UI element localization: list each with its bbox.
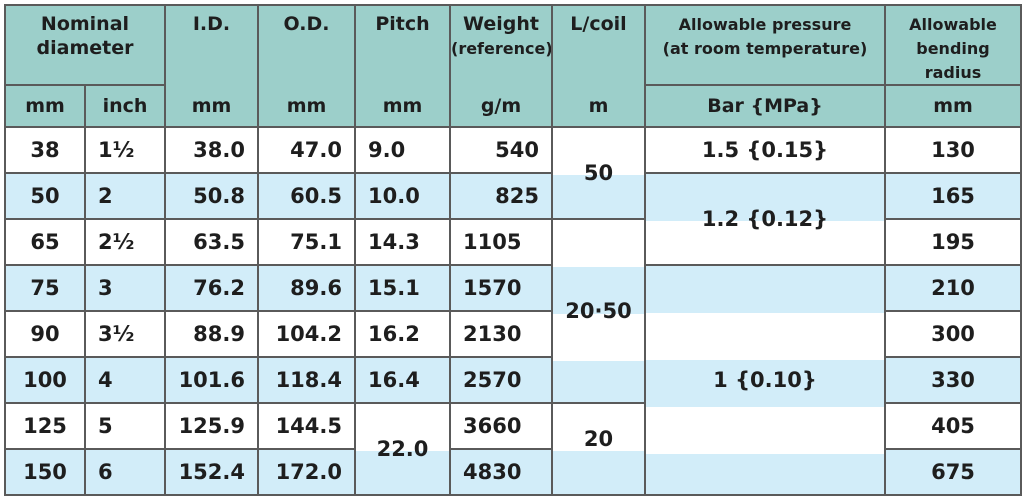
header-nominal-line2: diameter: [36, 37, 134, 59]
cell-bending-radius: 405: [884, 402, 1022, 450]
cell-bending-radius: 210: [884, 264, 1022, 312]
cell-id: 152.4: [164, 448, 259, 496]
cell-weight: 1570: [449, 264, 553, 312]
unit-bending-radius: mm: [884, 84, 1022, 128]
cell-id: 125.9: [164, 402, 259, 450]
header-pressure-note: (at room temperature): [662, 39, 868, 58]
header-weight-note: (reference): [451, 39, 552, 58]
cell-bending-radius: 675: [884, 448, 1022, 496]
unit-l-coil: m: [588, 95, 609, 117]
cell-bending-radius: 130: [884, 126, 1022, 174]
cell-nominal-inch: 6: [84, 448, 166, 496]
cell-nominal-inch: 4: [84, 356, 166, 404]
header-radius-line2: bending radius: [916, 39, 990, 82]
cell-nominal-inch: 3: [84, 264, 166, 312]
cell-nominal-mm: 38: [4, 126, 86, 174]
unit-od: mm: [286, 95, 327, 117]
header-radius-line1: Allowable: [909, 15, 997, 34]
cell-nominal-mm: 65: [4, 218, 86, 266]
cell-nominal-inch: 5: [84, 402, 166, 450]
cell-weight: 825: [449, 172, 553, 220]
cell-l-coil-group-2: 20·50: [551, 218, 646, 404]
cell-nominal-mm: 150: [4, 448, 86, 496]
cell-od: 60.5: [257, 172, 356, 220]
header-weight-label: Weight: [463, 13, 539, 35]
cell-pressure-group-2: 1.2 {0.12}: [644, 172, 886, 266]
cell-pitch: 10.0: [354, 172, 451, 220]
cell-nominal-inch: 3½: [84, 310, 166, 358]
header-od: O.D. mm: [257, 4, 356, 128]
cell-weight: 3660: [449, 402, 553, 450]
unit-nominal-mm: mm: [4, 84, 86, 128]
cell-l-coil-group-3: 20: [551, 402, 646, 496]
header-nominal-line1: Nominal: [40, 13, 130, 35]
cell-id: 50.8: [164, 172, 259, 220]
header-pitch-label: Pitch: [375, 13, 430, 35]
cell-bending-radius: 330: [884, 356, 1022, 404]
cell-pitch: 16.2: [354, 310, 451, 358]
cell-od: 75.1: [257, 218, 356, 266]
cell-nominal-mm: 75: [4, 264, 86, 312]
table-row: 75 3 76.2 89.6 15.1 1570 1 {0.10} 210: [4, 264, 1022, 496]
cell-weight: 540: [449, 126, 553, 174]
cell-od: 47.0: [257, 126, 356, 174]
table-row: 38 1½ 38.0 47.0 9.0 540 50 1.5 {0.15} 13…: [4, 126, 1022, 220]
header-od-label: O.D.: [283, 13, 330, 35]
cell-nominal-mm: 50: [4, 172, 86, 220]
header-nominal-diameter: Nominal diameter: [4, 4, 166, 86]
unit-pitch: mm: [382, 95, 423, 117]
unit-pressure: Bar {MPa}: [644, 84, 886, 128]
cell-id: 88.9: [164, 310, 259, 358]
unit-nominal-inch: inch: [84, 84, 166, 128]
cell-id: 101.6: [164, 356, 259, 404]
cell-id: 76.2: [164, 264, 259, 312]
table-row: 50 2 50.8 60.5 10.0 825 1.2 {0.12} 165: [4, 172, 1022, 266]
header-allowable-pressure: Allowable pressure (at room temperature): [644, 4, 886, 86]
cell-nominal-mm: 100: [4, 356, 86, 404]
cell-id: 63.5: [164, 218, 259, 266]
cell-weight: 2570: [449, 356, 553, 404]
cell-pitch: 16.4: [354, 356, 451, 404]
hose-spec-table: Nominal diameter I.D. mm O.D. mm Pitch m…: [4, 4, 1022, 496]
cell-weight: 1105: [449, 218, 553, 266]
cell-od: 144.5: [257, 402, 356, 450]
cell-nominal-mm: 90: [4, 310, 86, 358]
cell-nominal-inch: 2: [84, 172, 166, 220]
header-l-coil: L/coil m: [551, 4, 646, 128]
header-weight: Weight (reference) g/m: [449, 4, 553, 128]
cell-od: 104.2: [257, 310, 356, 358]
cell-bending-radius: 300: [884, 310, 1022, 358]
cell-nominal-inch: 2½: [84, 218, 166, 266]
cell-bending-radius: 165: [884, 172, 1022, 220]
header-id: I.D. mm: [164, 4, 259, 128]
header-pitch: Pitch mm: [354, 4, 451, 128]
cell-weight: 4830: [449, 448, 553, 496]
cell-weight: 2130: [449, 310, 553, 358]
cell-bending-radius: 195: [884, 218, 1022, 266]
cell-nominal-mm: 125: [4, 402, 86, 450]
cell-pitch: 14.3: [354, 218, 451, 266]
cell-od: 89.6: [257, 264, 356, 312]
cell-l-coil-group-1: 50: [551, 126, 646, 220]
cell-pitch: 15.1: [354, 264, 451, 312]
header-bending-radius: Allowable bending radius: [884, 4, 1022, 86]
unit-weight: g/m: [480, 95, 522, 117]
cell-nominal-inch: 1½: [84, 126, 166, 174]
header-l-coil-label: L/coil: [570, 13, 627, 35]
cell-id: 38.0: [164, 126, 259, 174]
unit-id: mm: [191, 95, 232, 117]
header-id-label: I.D.: [192, 13, 231, 35]
header-pressure-label: Allowable pressure: [678, 15, 852, 34]
cell-pressure-group-3: 1 {0.10}: [644, 264, 886, 496]
cell-od: 118.4: [257, 356, 356, 404]
cell-pressure-group-1: 1.5 {0.15}: [644, 126, 886, 174]
cell-pitch: 9.0: [354, 126, 451, 174]
cell-pitch-merged: 22.0: [354, 402, 451, 496]
cell-od: 172.0: [257, 448, 356, 496]
